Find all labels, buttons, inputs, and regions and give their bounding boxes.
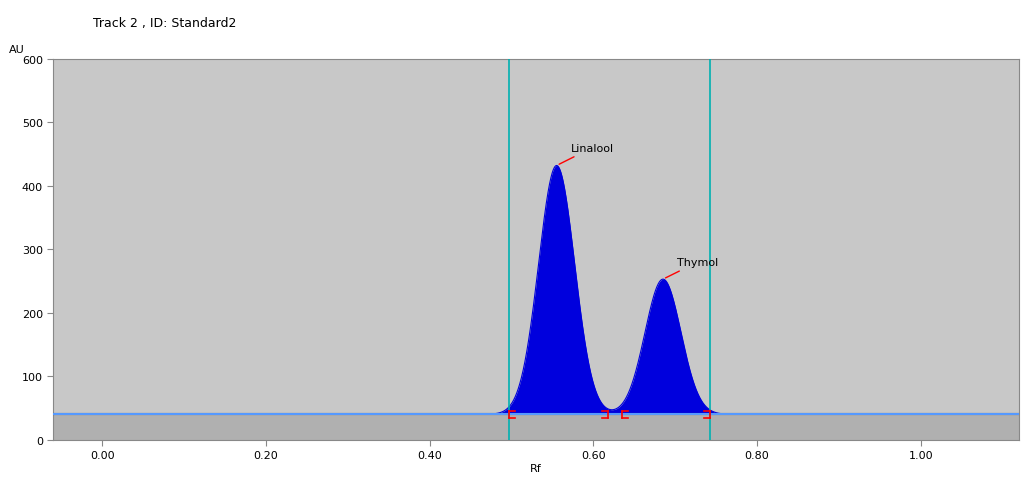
Text: Thymol: Thymol bbox=[666, 258, 719, 278]
Bar bbox=[54, 414, 1018, 440]
Text: Track 2 , ID: Standard2: Track 2 , ID: Standard2 bbox=[93, 17, 237, 30]
Y-axis label: AU: AU bbox=[8, 44, 25, 55]
Text: Linalool: Linalool bbox=[559, 143, 613, 165]
X-axis label: Rf: Rf bbox=[530, 463, 542, 473]
